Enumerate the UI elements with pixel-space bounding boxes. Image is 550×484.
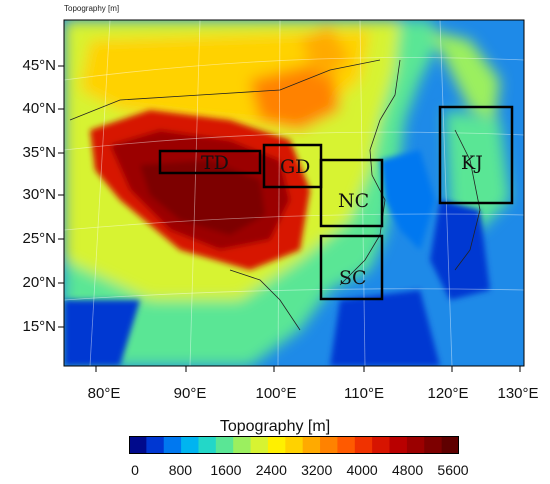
colorbar-tick-label: 4000 xyxy=(346,462,378,478)
region-label-kj: KJ xyxy=(461,152,483,174)
topography-map xyxy=(58,19,525,372)
sea-regions xyxy=(64,150,490,366)
graticule xyxy=(64,20,524,366)
colorbar-swatch xyxy=(441,437,459,453)
longitude-label: 110°E xyxy=(344,385,384,402)
longitude-label: 90°E xyxy=(173,385,207,402)
region-label-td: TD xyxy=(201,152,229,174)
colorbar-swatch xyxy=(372,437,391,453)
latitude-label: 15°N xyxy=(22,318,56,335)
latitude-label: 25°N xyxy=(22,230,56,247)
latitude-label: 20°N xyxy=(22,274,56,291)
longitude-label: 130°E xyxy=(497,385,539,402)
colorbar-swatch xyxy=(181,437,199,453)
longitude-label: 80°E xyxy=(87,385,121,402)
latitude-label: 45°N xyxy=(22,57,56,74)
colorbar-swatch xyxy=(198,437,217,453)
colorbar-swatch xyxy=(233,437,252,453)
colorbar-swatch xyxy=(406,437,425,453)
region-box-sc xyxy=(319,234,384,301)
region-label-nc: NC xyxy=(338,190,370,212)
figure-corner-title: Topography [m] xyxy=(64,4,120,13)
colorbar-swatch xyxy=(389,437,408,453)
region-box-nc xyxy=(319,158,384,228)
map-frame xyxy=(63,19,525,367)
colorbar-tick-label: 800 xyxy=(168,462,193,478)
colorbar-swatch xyxy=(354,437,373,453)
colorbar-tick-label: 5600 xyxy=(437,462,469,478)
colorbar-frame xyxy=(129,436,459,454)
colorbar-swatch xyxy=(163,437,182,453)
latitude-label: 30°N xyxy=(22,186,56,203)
latitude-label: 40°N xyxy=(22,100,56,117)
colorbar-title: Topography [m] xyxy=(219,418,331,435)
colorbar-tick-label: 0 xyxy=(131,462,139,478)
latitude-label: 35°N xyxy=(22,144,56,161)
colorbar-tick-label: 1600 xyxy=(210,462,242,478)
colorbar-swatch xyxy=(302,437,321,453)
colorbar-swatch xyxy=(285,437,304,453)
longitude-label: 120°E xyxy=(427,385,469,402)
colorbar-swatch xyxy=(424,437,443,453)
colorbar-tick-label: 2400 xyxy=(255,462,287,478)
axis-ticks xyxy=(58,65,521,372)
colorbar-swatch xyxy=(320,437,338,453)
colorbar xyxy=(129,436,459,454)
colorbar-swatch xyxy=(146,437,165,453)
colorbar-tick-label: 3200 xyxy=(301,462,333,478)
colorbar-swatch xyxy=(337,437,356,453)
colorbar-swatch xyxy=(250,437,269,453)
colorbar-tick-label: 4800 xyxy=(392,462,424,478)
boundary-lines xyxy=(69,59,481,331)
region-label-gd: GD xyxy=(280,156,311,178)
colorbar-swatch xyxy=(215,437,234,453)
colorbar-swatch xyxy=(267,437,286,453)
longitude-label: 100°E xyxy=(255,385,297,402)
region-box-td xyxy=(158,149,262,175)
region-boxes xyxy=(158,105,514,301)
region-label-sc: SC xyxy=(339,267,367,289)
colorbar-swatch xyxy=(129,437,147,453)
region-box-kj xyxy=(438,105,514,205)
